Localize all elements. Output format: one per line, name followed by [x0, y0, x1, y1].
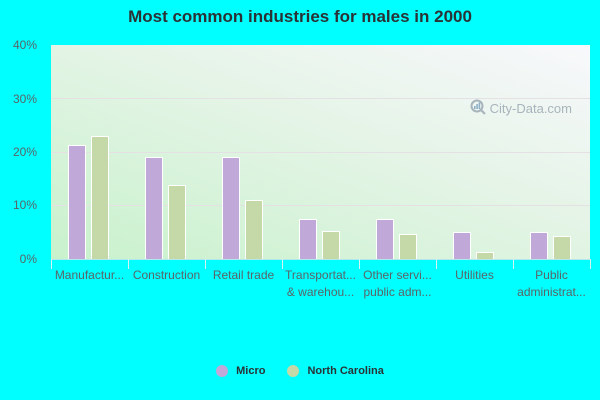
x-label-line: Other servi... [363, 268, 432, 282]
x-tick [128, 259, 129, 269]
x-axis [51, 259, 590, 260]
legend: Micro North Carolina [0, 365, 600, 377]
x-label-line: Retail trade [212, 268, 275, 282]
bar-north-carolina [245, 200, 263, 259]
x-label: Public administrat... [513, 267, 590, 301]
y-tick-10: 10% [12, 198, 37, 212]
x-tick [436, 259, 437, 269]
x-label-line: Utilities [455, 268, 494, 282]
y-tick-20: 20% [12, 145, 37, 159]
bar-micro [145, 157, 163, 259]
legend-label-north-carolina: North Carolina [307, 365, 384, 377]
x-label-line: & warehou... [286, 285, 355, 299]
gridline-10 [51, 205, 590, 206]
plot-area: City-Data.com [51, 45, 590, 259]
bar-micro [530, 232, 548, 259]
x-tick [359, 259, 360, 269]
bar-north-carolina [553, 236, 571, 259]
bar-north-carolina [168, 185, 186, 259]
x-label: Manufactur... [51, 267, 128, 284]
bar-north-carolina [476, 251, 494, 259]
y-tick-0: 0% [19, 252, 37, 266]
bar-north-carolina [399, 234, 417, 259]
y-tick-30: 30% [12, 92, 37, 106]
x-label-line: Transportat... [285, 268, 356, 282]
bar-micro [376, 219, 394, 259]
x-tick [282, 259, 283, 269]
legend-label-micro: Micro [236, 365, 266, 377]
watermark-text: City-Data.com [489, 101, 572, 116]
x-tick [51, 259, 52, 269]
gridline-30 [51, 98, 590, 99]
gridline-20 [51, 152, 590, 153]
legend-swatch-micro [216, 365, 229, 377]
x-tick [590, 259, 591, 269]
bar-north-carolina [91, 135, 109, 259]
x-tick [513, 259, 514, 269]
x-label: Retail trade [205, 267, 282, 284]
legend-item-micro: Micro [216, 365, 265, 377]
x-label-line: Construction [132, 268, 201, 282]
x-tick [205, 259, 206, 269]
x-label: Other servi... public adm... [359, 267, 436, 301]
x-label: Transportat... & warehou... [282, 267, 359, 301]
legend-item-north-carolina: North Carolina [287, 365, 384, 377]
bar-north-carolina [322, 231, 340, 259]
chart-title: Most common industries for males in 2000 [128, 7, 472, 26]
bar-micro [68, 144, 86, 259]
x-label-line: administrat... [517, 285, 586, 299]
x-label-line: public adm... [363, 285, 432, 299]
x-label-line: Manufactur... [54, 268, 125, 282]
bar-micro [453, 232, 471, 259]
x-label: Construction [128, 267, 205, 284]
magnifier-chart-icon [470, 99, 488, 118]
x-label-line: Public [535, 268, 568, 282]
bar-micro [299, 219, 317, 259]
bar-micro [222, 157, 240, 259]
watermark: City-Data.com [470, 99, 572, 118]
y-tick-40: 40% [12, 38, 37, 52]
legend-swatch-north-carolina [287, 365, 300, 377]
x-label: Utilities [436, 267, 513, 284]
